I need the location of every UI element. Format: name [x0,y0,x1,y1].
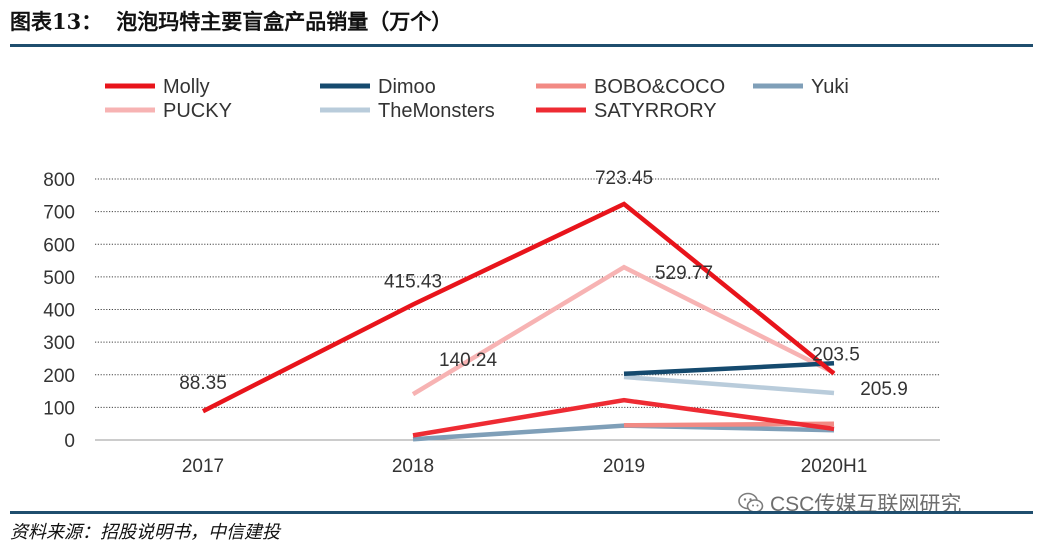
y-tick-label-0: 0 [64,431,75,452]
x-tick-label-2017: 2017 [182,456,224,477]
y-tick-label-100: 100 [43,398,75,419]
data-label-pucky-2020h1: 205.9 [860,379,908,400]
y-tick-label-300: 300 [43,333,75,354]
title-divider [10,44,1033,47]
x-tick-label-2019: 2019 [603,456,645,477]
legend-label-bobo-coco: BOBO&COCO [594,76,725,98]
data-label-pucky-2019: 529.77 [655,263,713,284]
y-tick-label-700: 700 [43,203,75,224]
chart-title: 泡泡玛特主要盲盒产品销量（万个） [116,9,453,34]
legend-label-dimoo: Dimoo [378,76,436,98]
legend-label-yuki: Yuki [811,76,849,98]
x-tick-label-2018: 2018 [392,456,434,477]
series-line-pucky [411,264,836,397]
data-label-pucky-2018: 140.24 [439,350,498,371]
data-label-molly-2017: 88.35 [179,373,227,394]
watermark-text: CSC传媒互联网研究 [770,493,962,516]
x-tick-label-2020h1: 2020H1 [801,456,868,477]
y-tick-label-600: 600 [43,235,75,256]
y-tick-label-200: 200 [43,366,75,387]
y-tick-label-500: 500 [43,268,75,289]
figure-title: 图表13： 泡泡玛特主要盲盒产品销量（万个） [10,6,452,36]
series-line-dimoo [623,361,835,377]
figure-label: 图表13： [10,9,103,34]
series-line-yuki [412,423,835,442]
legend-label-pucky: PUCKY [163,100,232,122]
y-tick-label-800: 800 [43,170,75,191]
y-tick-label-400: 400 [43,301,75,322]
legend-label-themonsters: TheMonsters [378,100,495,122]
series-line-satyrrory [412,397,835,438]
source-note: 资料来源：招股说明书，中信建投 [10,522,280,543]
data-label-molly-2020h1: 203.5 [812,345,860,366]
watermark: CSC传媒互联网研究 [738,486,961,520]
legend-label-molly: Molly [163,76,210,98]
data-label-molly-2019: 723.45 [595,168,653,189]
data-label-molly-2018: 415.43 [384,271,442,292]
series-line-molly [201,201,836,414]
legend-label-satyrrory: SATYRRORY [594,100,717,122]
series-line-themonsters [623,374,835,396]
footer-divider [10,511,1033,514]
